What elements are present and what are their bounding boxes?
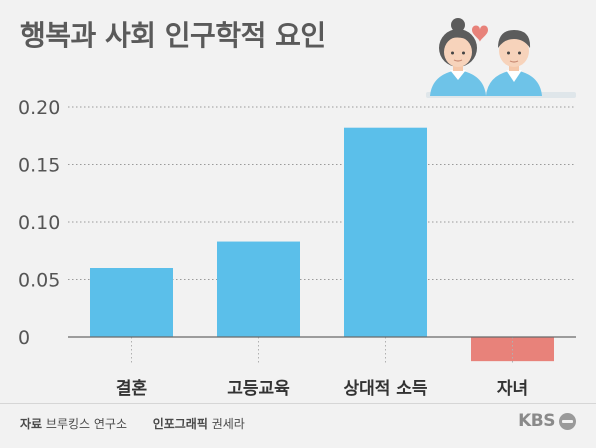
- y-tick-label: 0: [18, 327, 30, 349]
- couple-with-heart-icon: [426, 18, 576, 98]
- bar: [344, 127, 427, 337]
- graphic-value: 권세라: [211, 417, 245, 431]
- bar: [217, 241, 300, 337]
- graphic-label: 인포그래픽: [152, 417, 208, 431]
- bar: [90, 268, 173, 337]
- x-tick-label: 자녀: [497, 379, 528, 399]
- x-tick-label: 고등교육: [227, 379, 290, 399]
- y-tick-label: 0.15: [18, 155, 60, 177]
- y-tick-label: 0.10: [18, 212, 60, 234]
- kbs-logo: KBS: [518, 411, 576, 431]
- chart-title: 행복과 사회 인구학적 요인: [20, 19, 326, 52]
- logo-mark-icon: [559, 412, 576, 430]
- footer-credits: 자료 브루킹스 연구소 인포그래픽 권세라: [20, 415, 245, 432]
- source-label: 자료: [20, 417, 43, 431]
- x-tick-label: 상대적 소득: [343, 379, 427, 399]
- x-tick-label: 결혼: [116, 378, 148, 399]
- footer-divider: [0, 403, 596, 404]
- logo-text: KBS: [518, 411, 555, 431]
- y-tick-label: 0.05: [18, 270, 60, 292]
- source-value: 브루킹스 연구소: [45, 417, 128, 431]
- y-tick-label: 0.20: [18, 97, 60, 119]
